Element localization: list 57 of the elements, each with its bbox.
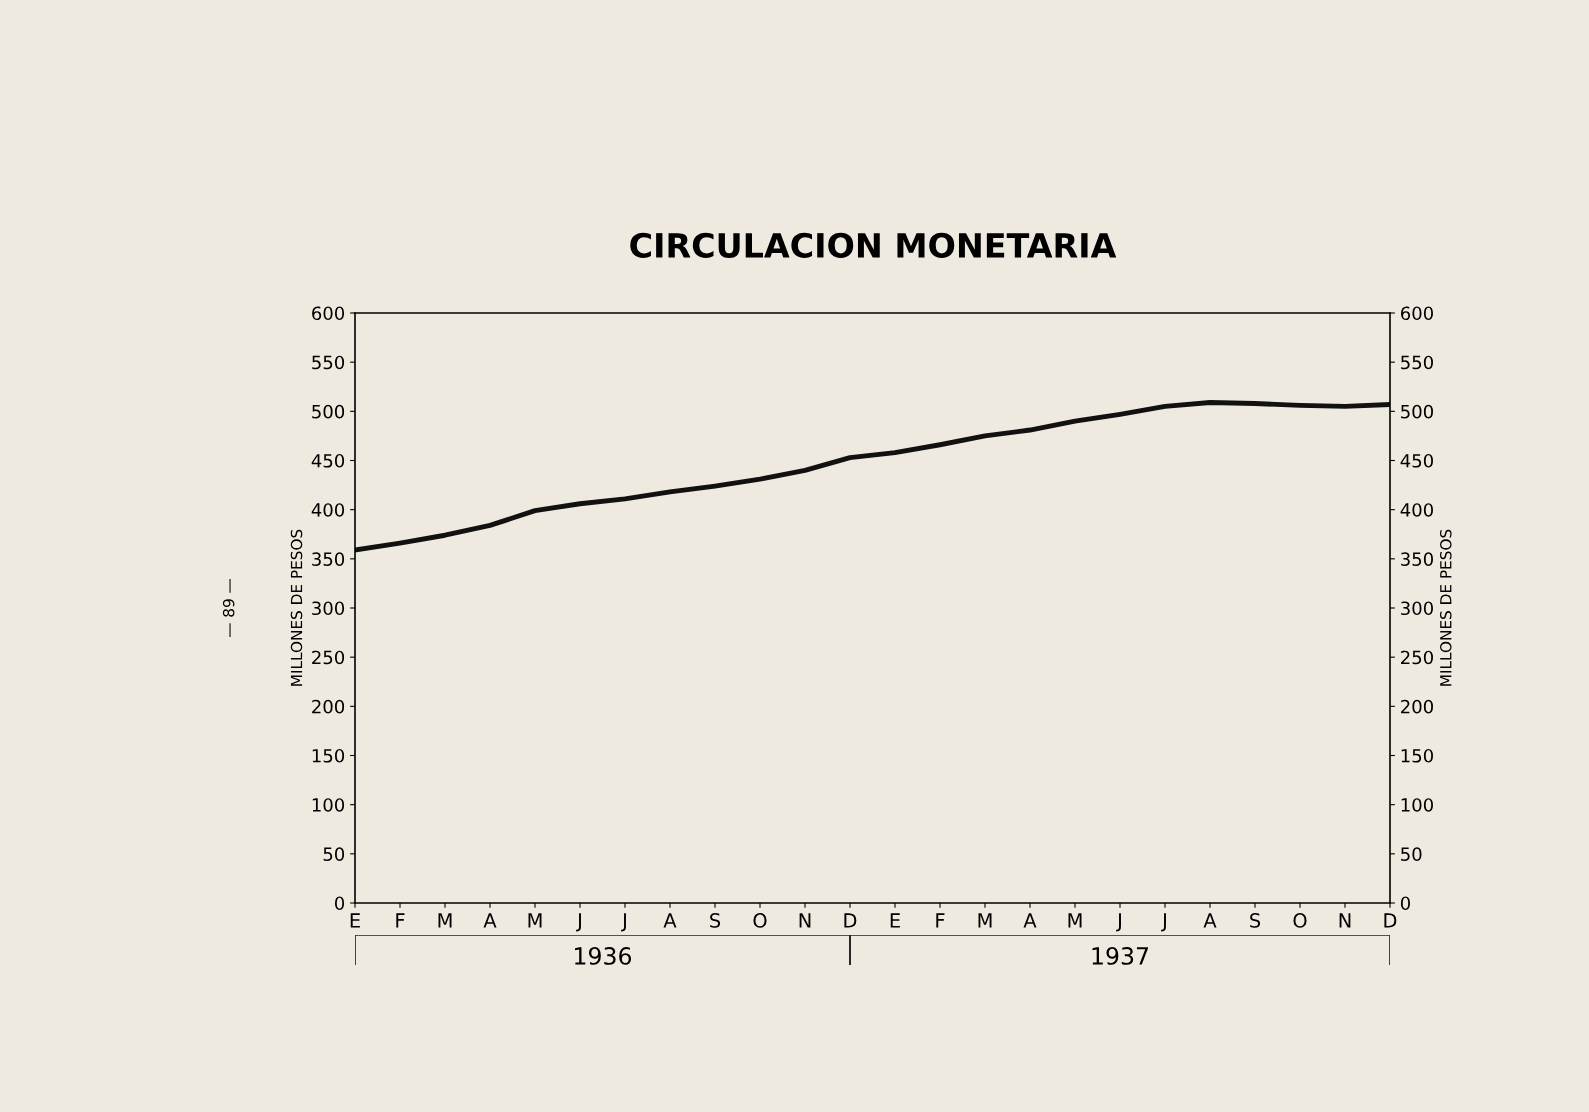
- x-tick-label: M: [1068, 913, 1082, 928]
- x-tick-label: A: [1203, 913, 1217, 928]
- y2-tick-label: 300: [1401, 601, 1433, 616]
- x-tick-label: J: [1116, 913, 1121, 932]
- y-tick-label: 50: [323, 847, 345, 861]
- y2-axis-title: MILLONES DE PESOS: [1440, 529, 1452, 686]
- y2-tick-label: 550: [1401, 355, 1433, 370]
- x-tick-label: O: [753, 913, 767, 928]
- y2-tick-label: 250: [1401, 650, 1433, 665]
- y2-tick-label: 150: [1401, 748, 1433, 763]
- x-tick-label: N: [1339, 913, 1351, 928]
- y2-tick-label: 400: [1400, 503, 1433, 517]
- y2-tick-label: 500: [1401, 404, 1433, 419]
- y-tick-label: 450: [311, 453, 345, 468]
- text: — 89 —: [222, 578, 235, 638]
- line-series: [355, 400, 1390, 553]
- x-tick-label: E: [890, 913, 900, 928]
- text: 1936: [575, 946, 632, 965]
- y-tick-label: 500: [312, 404, 345, 419]
- x-tick-label: N: [799, 913, 811, 928]
- x-tick-label: D: [1384, 913, 1397, 928]
- y-tick-label: 300: [312, 601, 345, 616]
- y-tick-label: 200: [312, 699, 345, 714]
- x-tick-label: O: [1293, 913, 1307, 928]
- y-tick-label: 150: [312, 748, 345, 763]
- y2-tick-label: 100: [1401, 798, 1433, 812]
- x-tick-label: J: [1161, 913, 1166, 932]
- y2-tick-label: 200: [1401, 699, 1433, 714]
- y-tick-label: 0: [334, 896, 345, 911]
- x-tick-label: J: [621, 913, 626, 932]
- y2-tick-label: 0: [1400, 896, 1411, 911]
- y-tick-label: 550: [312, 355, 345, 370]
- y2-tick-label: 600: [1400, 306, 1433, 321]
- y2-tick-label: 450: [1400, 453, 1433, 468]
- y2-tick-label: 350: [1401, 552, 1433, 566]
- text: 1937: [1092, 946, 1149, 965]
- y-axis-title: MILLONES DE PESOS: [290, 529, 303, 686]
- y-tick-label: 250: [312, 650, 345, 665]
- x-tick-label: A: [663, 913, 677, 928]
- x-tick-label: A: [1023, 913, 1037, 928]
- x-tick-label: M: [528, 913, 542, 928]
- x-tick-label: A: [483, 913, 497, 928]
- chart-title: CIRCULACION MONETARIA: [630, 232, 1117, 258]
- x-tick-label: E: [350, 913, 360, 928]
- x-tick-label: M: [978, 913, 992, 928]
- y-tick-label: 600: [312, 306, 345, 321]
- y-tick-label: 400: [311, 503, 345, 517]
- x-tick-label: S: [710, 913, 721, 928]
- x-tick-label: J: [576, 913, 581, 932]
- x-tick-label: D: [844, 913, 857, 928]
- y2-tick-label: 50: [1401, 847, 1422, 861]
- x-tick-label: M: [438, 913, 452, 928]
- x-tick-label: S: [1250, 913, 1261, 928]
- y-tick-label: 350: [312, 552, 345, 566]
- x-tick-label: F: [396, 913, 405, 928]
- y-tick-label: 100: [312, 798, 345, 812]
- x-tick-label: F: [936, 913, 945, 928]
